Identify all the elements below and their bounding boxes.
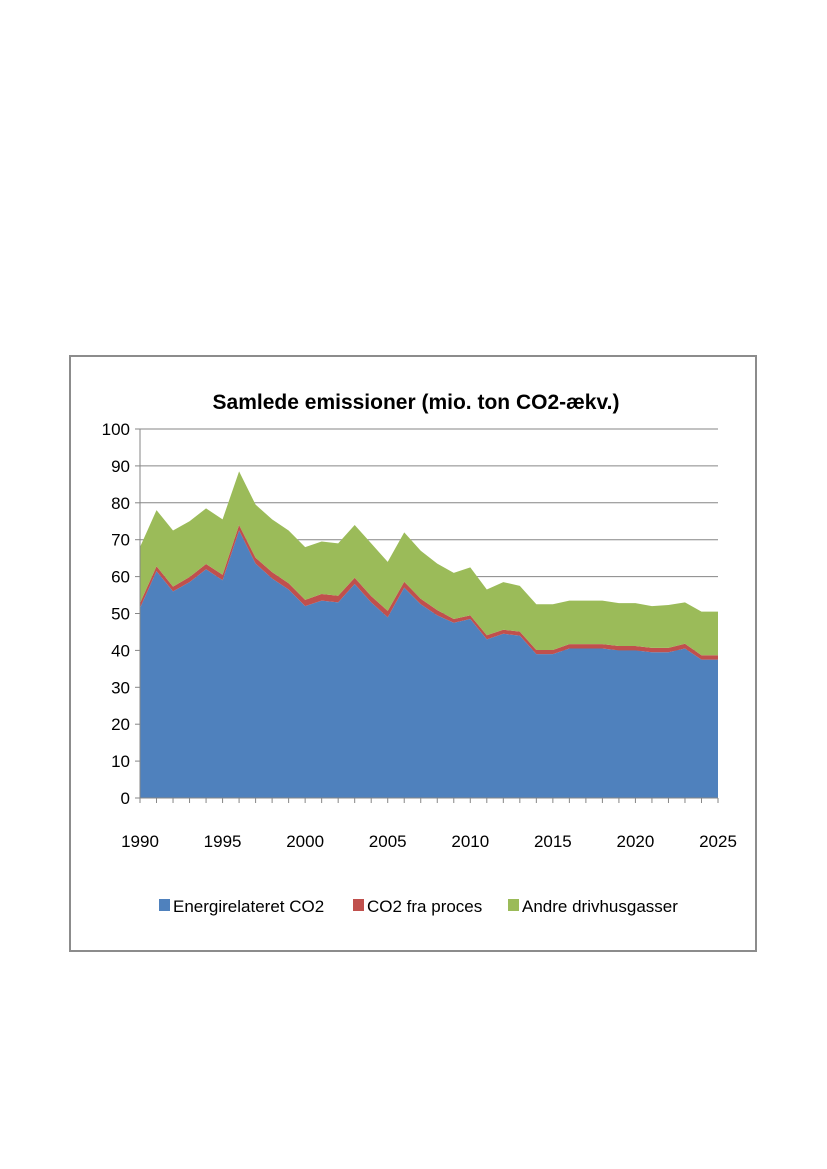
y-tick-label: 30 — [111, 678, 130, 697]
y-tick-label: 90 — [111, 457, 130, 476]
y-tick-label: 50 — [111, 605, 130, 624]
y-tick-label: 10 — [111, 752, 130, 771]
y-tick-label: 40 — [111, 641, 130, 660]
legend-swatch-3 — [508, 899, 519, 911]
legend-label-3: Andre drivhusgasser — [522, 897, 678, 916]
y-tick-label: 60 — [111, 568, 130, 587]
y-tick-label: 100 — [102, 420, 130, 439]
x-tick-label: 2005 — [369, 832, 407, 851]
area-series-1 — [140, 530, 718, 798]
x-tick-label: 2020 — [617, 832, 655, 851]
y-tick-label: 0 — [121, 789, 130, 808]
x-tick-label: 2000 — [286, 832, 324, 851]
legend-label-1: Energirelateret CO2 — [173, 897, 324, 916]
emissions-chart: Samlede emissioner (mio. ton CO2-ækv.) 0… — [102, 391, 737, 916]
chart-frame: Samlede emissioner (mio. ton CO2-ækv.) 0… — [69, 355, 757, 952]
x-tick-label: 2015 — [534, 832, 572, 851]
axes: 0 10 20 30 40 50 60 70 80 90 100 1990 1995 2000 2005 20… — [102, 420, 737, 851]
y-tick-label: 70 — [111, 531, 130, 550]
area-series-3 — [140, 471, 718, 656]
y-tick-label: 80 — [111, 494, 130, 513]
legend-label-2: CO2 fra proces — [367, 897, 482, 916]
x-tick-label: 2025 — [699, 832, 737, 851]
legend-swatch-1 — [159, 899, 170, 911]
x-tick-label: 1990 — [121, 832, 159, 851]
chart-title: Samlede emissioner (mio. ton CO2-ækv.) — [213, 391, 620, 414]
legend: Energirelateret CO2 CO2 fra proces Andre d… — [159, 897, 678, 916]
series-areas — [140, 471, 718, 798]
x-tick-label: 2010 — [451, 832, 489, 851]
x-tick-label: 1995 — [204, 832, 242, 851]
y-tick-label: 20 — [111, 715, 130, 734]
legend-swatch-2 — [353, 899, 364, 911]
